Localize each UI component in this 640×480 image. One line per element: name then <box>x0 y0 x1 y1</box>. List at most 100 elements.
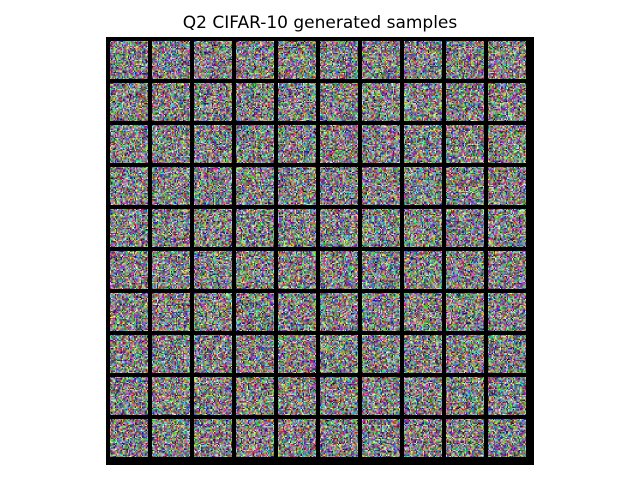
sample-tile <box>110 125 148 163</box>
sample-tile <box>488 83 526 121</box>
sample-tile <box>446 167 484 205</box>
sample-tile <box>278 125 316 163</box>
sample-tile <box>236 251 274 289</box>
sample-tile <box>152 209 190 247</box>
sample-tile <box>236 293 274 331</box>
sample-tile <box>320 125 358 163</box>
sample-tile <box>362 335 400 373</box>
sample-tile <box>404 251 442 289</box>
sample-tile <box>320 377 358 415</box>
sample-tile <box>152 335 190 373</box>
sample-tile <box>152 167 190 205</box>
sample-tile <box>446 125 484 163</box>
sample-tile <box>110 377 148 415</box>
sample-tile <box>404 125 442 163</box>
sample-tile <box>110 335 148 373</box>
sample-tile <box>320 335 358 373</box>
sample-tile <box>362 125 400 163</box>
sample-tile <box>152 293 190 331</box>
sample-tile <box>488 209 526 247</box>
sample-tile <box>194 251 232 289</box>
sample-tile <box>488 293 526 331</box>
sample-tile <box>194 125 232 163</box>
sample-tile <box>362 167 400 205</box>
sample-tile <box>320 251 358 289</box>
sample-tile <box>320 41 358 79</box>
sample-tile <box>446 251 484 289</box>
sample-tile <box>110 419 148 457</box>
sample-tile <box>278 167 316 205</box>
sample-tile <box>446 41 484 79</box>
sample-tile <box>446 335 484 373</box>
sample-tile <box>320 83 358 121</box>
sample-tile <box>236 209 274 247</box>
sample-tile <box>152 125 190 163</box>
sample-tile <box>152 251 190 289</box>
sample-tile <box>236 83 274 121</box>
sample-tile <box>404 41 442 79</box>
sample-tile <box>110 251 148 289</box>
sample-tile <box>488 41 526 79</box>
sample-tile <box>404 209 442 247</box>
sample-tile <box>278 293 316 331</box>
sample-tile <box>362 377 400 415</box>
sample-tile <box>404 167 442 205</box>
sample-image-grid <box>106 37 534 465</box>
sample-tile <box>446 83 484 121</box>
sample-tile <box>194 293 232 331</box>
sample-tile <box>194 83 232 121</box>
sample-tile <box>278 251 316 289</box>
sample-tile <box>278 377 316 415</box>
sample-tile <box>194 419 232 457</box>
sample-tile <box>446 293 484 331</box>
sample-tile <box>194 335 232 373</box>
sample-tile <box>152 41 190 79</box>
sample-tile <box>278 419 316 457</box>
sample-tile <box>362 41 400 79</box>
sample-tile <box>278 83 316 121</box>
sample-tile <box>194 209 232 247</box>
sample-tile <box>362 419 400 457</box>
sample-tile <box>110 167 148 205</box>
sample-tile <box>404 377 442 415</box>
sample-tile <box>488 251 526 289</box>
sample-tile <box>236 377 274 415</box>
sample-tile <box>362 83 400 121</box>
sample-tile <box>446 377 484 415</box>
sample-tile <box>362 251 400 289</box>
sample-tile <box>488 125 526 163</box>
sample-tile <box>110 41 148 79</box>
sample-tile <box>236 419 274 457</box>
sample-tile <box>152 419 190 457</box>
sample-tile <box>320 209 358 247</box>
sample-tile <box>320 167 358 205</box>
sample-tile <box>320 419 358 457</box>
sample-tile <box>320 293 358 331</box>
sample-tile <box>362 293 400 331</box>
sample-tile <box>488 335 526 373</box>
sample-tile <box>152 83 190 121</box>
sample-tile <box>446 209 484 247</box>
sample-tile <box>194 167 232 205</box>
sample-tile <box>278 209 316 247</box>
sample-tile <box>362 209 400 247</box>
sample-tile <box>194 377 232 415</box>
sample-tile <box>488 377 526 415</box>
sample-tile <box>236 41 274 79</box>
sample-tile <box>446 419 484 457</box>
sample-tile <box>404 419 442 457</box>
sample-tile <box>278 41 316 79</box>
sample-tile <box>236 167 274 205</box>
sample-tile <box>404 293 442 331</box>
sample-tile <box>152 377 190 415</box>
sample-tile <box>488 167 526 205</box>
sample-tile <box>236 335 274 373</box>
sample-tile <box>110 83 148 121</box>
sample-tile <box>278 335 316 373</box>
sample-tile <box>110 209 148 247</box>
sample-tile <box>110 293 148 331</box>
sample-tile <box>404 83 442 121</box>
sample-tile <box>488 419 526 457</box>
sample-tile <box>236 125 274 163</box>
